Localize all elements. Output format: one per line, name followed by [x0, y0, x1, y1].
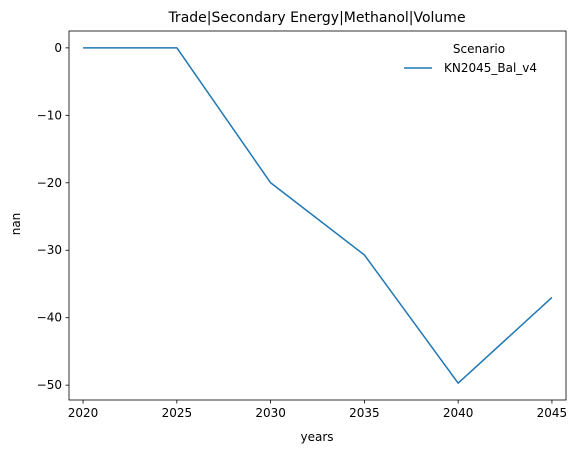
y-tick-label: −30: [37, 243, 62, 257]
x-tick-label: 2045: [537, 406, 568, 420]
legend: Scenario KN2045_Bal_v4: [404, 42, 537, 75]
x-tick-label: 2035: [349, 406, 380, 420]
y-tick-label: −40: [37, 311, 62, 325]
x-axis-label: years: [300, 430, 333, 444]
y-tick-label: 0: [54, 41, 62, 55]
legend-entry: KN2045_Bal_v4: [444, 61, 537, 75]
y-tick-label: −10: [37, 108, 62, 122]
chart-title: Trade|Secondary Energy|Methanol|Volume: [167, 10, 465, 26]
x-tick-label: 2030: [255, 406, 286, 420]
y-axis-label: nan: [9, 213, 23, 236]
legend-title: Scenario: [453, 42, 505, 56]
plot-area: 2020 2025 2030 2035 2040 2045 0 −10 −20 −30 −40 −50: [37, 30, 568, 420]
series-line: [83, 47, 553, 384]
axes-frame: [68, 30, 567, 401]
y-tick-label: −20: [37, 176, 62, 190]
x-tick-label: 2020: [68, 406, 99, 420]
x-tick-label: 2040: [443, 406, 474, 420]
x-tick-label: 2025: [162, 406, 193, 420]
y-tick-label: −50: [37, 378, 62, 392]
